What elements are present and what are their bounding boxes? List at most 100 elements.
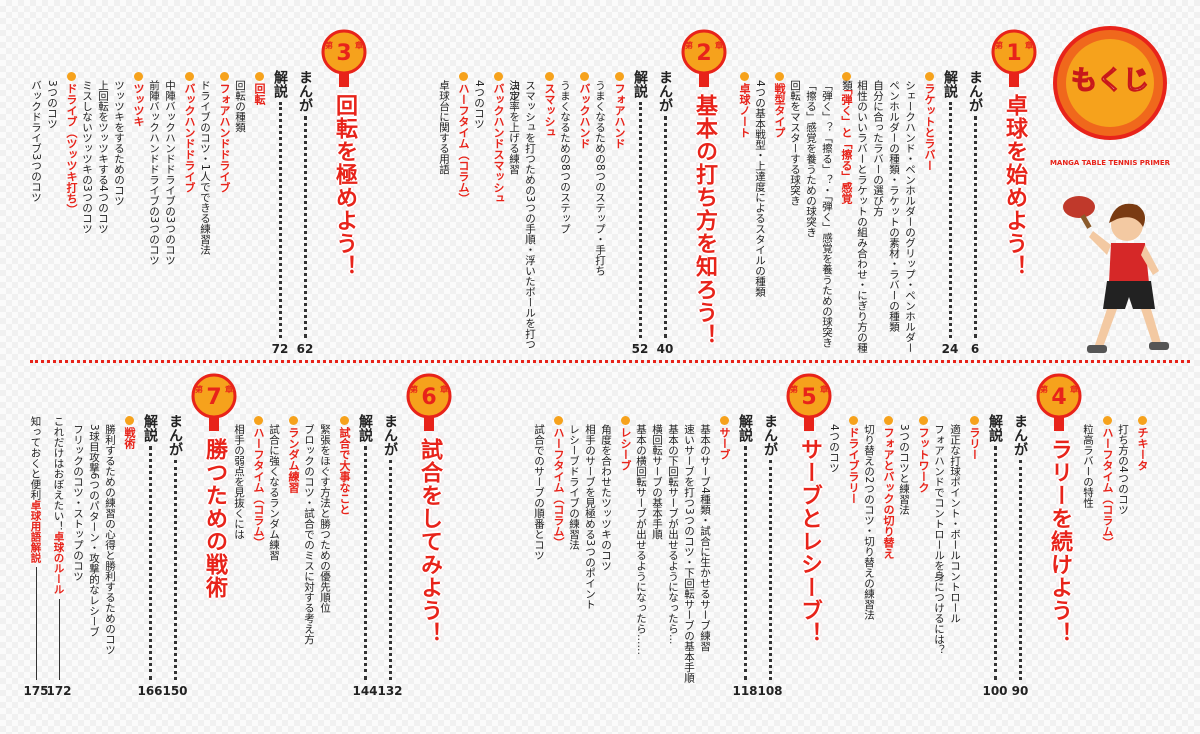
- badge-number: 1: [1006, 41, 1021, 66]
- chapter-title: サーブとレシーブ！: [797, 438, 822, 645]
- heading-icon: [184, 72, 194, 81]
- section-item: 4つのコツ: [473, 80, 485, 129]
- logo-subtitle: MANGA TABLE TENNIS PRIMER: [1050, 159, 1171, 167]
- leader-dots: [663, 116, 667, 338]
- page-number: 40: [656, 342, 674, 356]
- leader-dots: [363, 446, 367, 680]
- section-item: 基本のサーブ4種類・試合に生かせるサーブ練習: [699, 424, 711, 652]
- heading-icon: [288, 416, 298, 425]
- badge-suffix: 章: [355, 40, 363, 50]
- heading-icon: [1137, 416, 1147, 425]
- chapter-title: 回転を極めよう！: [332, 94, 357, 278]
- heading-text: ラケットとラバー: [923, 83, 936, 171]
- chapter-title: 卓球を始めよう！: [1002, 94, 1027, 278]
- heading-icon: [553, 416, 563, 425]
- badge-suffix: 章: [715, 40, 723, 50]
- section-heading: ツッツキ: [130, 28, 146, 356]
- section-item: 適正な打球ポイント・ボールコントロール: [949, 424, 961, 624]
- leader-dots: [993, 446, 997, 680]
- badge-prefix: 第: [790, 384, 798, 394]
- heading-text: フォアハンドドライブ: [218, 83, 231, 193]
- page-number: 144: [352, 684, 378, 698]
- section-item: シェークハンド・ペンホルダーのグリップ・ペンホルダー: [904, 80, 916, 353]
- page-label: 解説: [987, 414, 1003, 442]
- heading-icon: [841, 72, 851, 81]
- section-item: うまくなるための8つのステップ: [559, 80, 571, 234]
- section-heading: フォアハンドドライブ: [216, 28, 232, 356]
- heading-icon: [774, 72, 784, 81]
- leader-line: [35, 567, 37, 680]
- heading-text: 試合で大事なこと: [338, 427, 351, 515]
- badge-prefix: 第: [410, 384, 418, 394]
- heading-icon: [339, 416, 349, 425]
- shirt: [1109, 243, 1149, 283]
- heading-icon: [66, 72, 76, 81]
- badge-number: 3: [336, 41, 351, 66]
- badge-handle: [339, 72, 349, 87]
- heading-text: ハーフタイム（コラム）: [457, 83, 470, 204]
- section-item: 切り替えの2つのコツ・切り替えの練習法: [863, 424, 875, 620]
- section-item: 中陣バックハンドドライブの3つのコツ: [164, 80, 176, 266]
- section-item: 前陣バックハンドドライブの3つのコツ: [148, 80, 160, 266]
- section-item: 試合に強くなるランダム練習: [268, 424, 280, 561]
- heading-icon: [1102, 416, 1112, 425]
- heading-text: ラリー: [968, 427, 981, 460]
- page-number: 6: [970, 342, 980, 356]
- section-heading: サーブ: [716, 372, 732, 698]
- page-label: まんが: [382, 414, 398, 456]
- section-heading: レシーブ: [617, 372, 633, 698]
- page-number: 108: [757, 684, 783, 698]
- arm: [1141, 245, 1159, 275]
- chapter-badge-column: 第 7 章勝つための戦術: [188, 372, 240, 698]
- leader-dots: [303, 116, 307, 338]
- logo: もくじ MANGA TABLE TENNIS PRIMER: [1050, 26, 1171, 167]
- heading-icon: [614, 72, 624, 81]
- page-label: 解説: [357, 414, 373, 442]
- badge-prefix: 第: [685, 40, 693, 50]
- heading-text: ドライブラリー: [847, 427, 860, 504]
- badge-suffix: 章: [1025, 40, 1033, 50]
- badge-handle: [1054, 416, 1064, 431]
- section-heading: ラリー: [966, 372, 982, 698]
- badge-handle: [699, 72, 709, 87]
- heading-text: バックハンド: [578, 83, 591, 149]
- page-entry: まんが 132: [377, 372, 402, 698]
- divider: [30, 360, 1190, 363]
- page-entry: まんが 6: [963, 28, 987, 356]
- section-heading: 回転: [251, 28, 267, 356]
- badge-number: 7: [206, 385, 221, 410]
- heading-text: サーブ: [718, 427, 731, 460]
- section-heading: フォアとバックの切り替え: [880, 372, 896, 698]
- section-heading: フットワーク: [915, 372, 931, 698]
- extra-highlight: 卓球用語解説: [29, 500, 42, 563]
- heading-text: ツッツキ: [132, 83, 145, 127]
- heading-text: スマッシュ: [543, 83, 556, 138]
- page-label: 解説: [632, 70, 648, 98]
- shoe: [1149, 342, 1169, 350]
- section-item: ブロックのコツ・試合でのミスに対する考え方: [303, 424, 315, 645]
- page-entry: 解説 24: [938, 28, 962, 356]
- heading-icon: [254, 72, 264, 81]
- leader-dots: [1018, 460, 1022, 680]
- extra-text: 知っておくと便利: [29, 416, 42, 500]
- extra-entry: これだけはおぼえたい！卓球のルール 172: [46, 372, 72, 698]
- heading-icon: [253, 416, 263, 425]
- extra-highlight: 卓球のルール: [52, 531, 65, 595]
- section-item: 基本の下回転サーブが出せるようになったら…: [667, 424, 679, 645]
- page-entry: 解説 72: [268, 28, 292, 356]
- page-number: 100: [982, 684, 1008, 698]
- leader-dots: [148, 446, 152, 680]
- page-number: 172: [46, 684, 72, 698]
- section-item: 粒高ラバーの特性: [1082, 424, 1094, 508]
- chapter-badge-column: 第 4 章ラリーを続けよう！: [1033, 372, 1085, 698]
- heading-icon: [924, 72, 934, 81]
- chapter-block: 第 1 章卓球を始めよう！ まんが 6 解説 24 ラケットとラバー シェークハンド・ペンホルダ…: [734, 28, 1040, 356]
- section-heading: ハーフタイム（コラム）: [455, 28, 471, 356]
- badge-prefix: 第: [1040, 384, 1048, 394]
- page-entry: まんが 108: [757, 372, 783, 698]
- section-item: 打ち方の4つのコツ: [1117, 424, 1129, 515]
- logo-title: もくじ: [1071, 66, 1149, 96]
- page-label: まんが: [657, 70, 673, 112]
